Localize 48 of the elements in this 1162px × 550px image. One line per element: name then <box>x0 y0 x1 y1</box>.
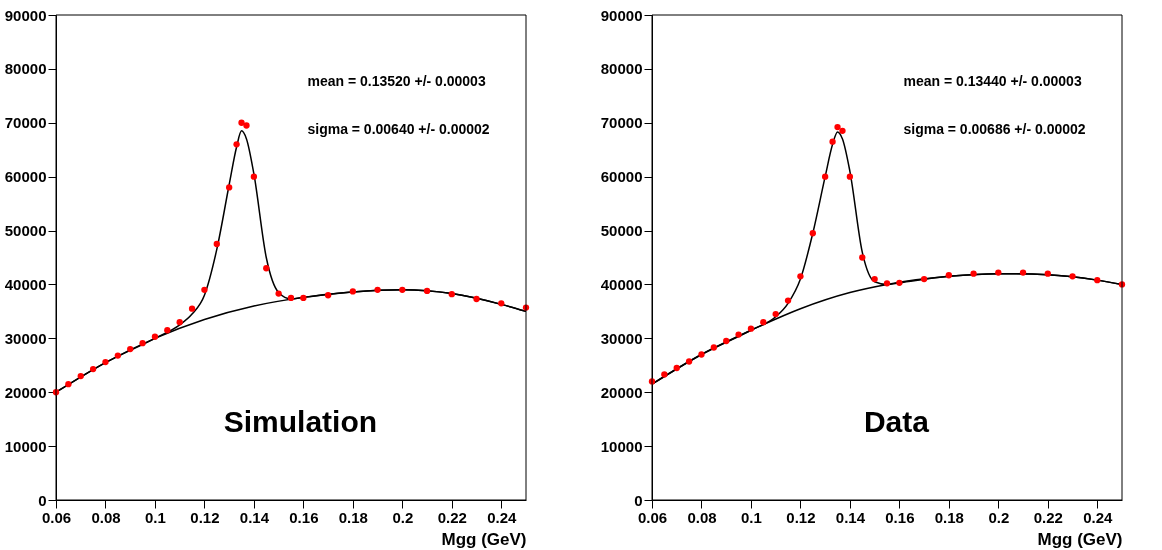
x-tick-label: 0.18 <box>338 508 368 526</box>
annotation: mean = 0.13520 +/- 0.00003 <box>307 73 486 89</box>
x-tick-label: 0.1 <box>145 508 166 526</box>
x-tick-label: 0.12 <box>190 508 220 526</box>
x-tick-label: 0.08 <box>687 508 717 526</box>
x-tick-label: 0.06 <box>41 508 72 526</box>
y-tick-label: 10000 <box>600 437 643 455</box>
y-tick-label: 0 <box>38 491 47 509</box>
x-tick-label: 0.22 <box>437 508 467 526</box>
x-tick-label: 0.08 <box>91 508 121 526</box>
x-tick-label: 0.1 <box>741 508 762 526</box>
y-tick-label: 90000 <box>4 6 47 24</box>
y-tick-label: 60000 <box>4 168 47 186</box>
y-tick-label: 40000 <box>4 275 47 293</box>
x-tick-label: 0.24 <box>487 508 518 526</box>
annotation: sigma = 0.00640 +/- 0.00002 <box>307 121 490 137</box>
x-tick-label: 0.22 <box>1033 508 1063 526</box>
x-tick-label: 0.14 <box>239 508 270 526</box>
x-tick-label: 0.12 <box>786 508 816 526</box>
annotation: Simulation <box>223 405 378 438</box>
x-tick-label: 0.18 <box>934 508 964 526</box>
y-tick-label: 80000 <box>4 60 47 78</box>
x-tick-label: 0.2 <box>988 508 1010 526</box>
y-tick-label: 20000 <box>600 383 643 401</box>
annotation: sigma = 0.00686 +/- 0.00002 <box>903 121 1086 137</box>
y-tick-label: 80000 <box>600 60 643 78</box>
y-tick-label: 70000 <box>4 114 47 132</box>
x-axis-title: Mgg (GeV) <box>441 529 527 549</box>
x-tick-label: 0.24 <box>1083 508 1114 526</box>
y-tick-label: 50000 <box>4 222 47 240</box>
y-tick-label: 30000 <box>4 329 47 347</box>
y-tick-label: 90000 <box>600 6 643 24</box>
y-tick-label: 0 <box>634 491 643 509</box>
x-tick-label: 0.16 <box>289 508 319 526</box>
annotation: Data <box>863 405 930 438</box>
y-tick-label: 70000 <box>600 114 643 132</box>
y-tick-label: 10000 <box>4 437 47 455</box>
y-tick-label: 30000 <box>600 329 643 347</box>
x-tick-label: 0.16 <box>885 508 915 526</box>
x-tick-label: 0.06 <box>637 508 668 526</box>
annotation: mean = 0.13440 +/- 0.00003 <box>903 73 1082 89</box>
x-tick-label: 0.14 <box>835 508 866 526</box>
y-tick-label: 20000 <box>4 383 47 401</box>
y-tick-label: 60000 <box>600 168 643 186</box>
x-axis-title: Mgg (GeV) <box>1037 529 1123 549</box>
y-tick-label: 50000 <box>600 222 643 240</box>
y-tick-label: 40000 <box>600 275 643 293</box>
x-tick-label: 0.2 <box>392 508 414 526</box>
